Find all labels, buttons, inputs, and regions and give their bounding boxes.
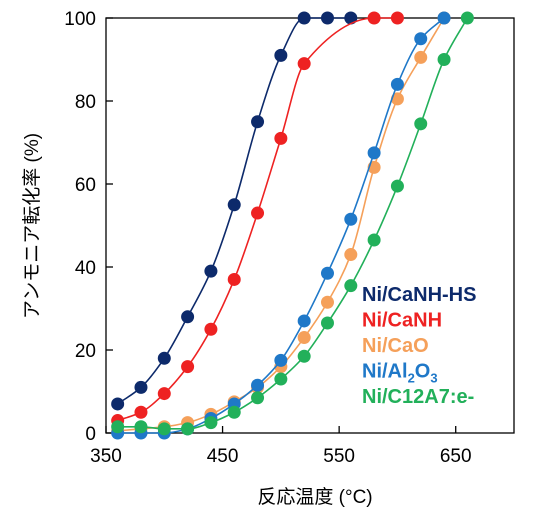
data-point — [274, 48, 288, 62]
data-point — [367, 146, 381, 160]
x-axis-title: 反応温度 (°C) — [257, 486, 372, 508]
data-point — [157, 351, 171, 365]
legend: Ni/CaNH-HS Ni/CaNH Ni/CaO Ni/Al2O3Ni/C12A7:… — [362, 284, 476, 408]
data-point — [437, 11, 451, 25]
series-group — [111, 11, 474, 440]
data-point — [390, 11, 404, 25]
data-point — [297, 314, 311, 328]
x-tick-label: 450 — [207, 446, 239, 467]
data-point — [437, 53, 451, 66]
y-axis-title: アンモニア転化率 (%) — [21, 133, 43, 319]
data-point — [274, 353, 288, 367]
data-point — [227, 198, 241, 212]
y-tick-label: 80 — [75, 92, 96, 113]
data-point — [390, 179, 404, 193]
legend-entry: Ni/CaNH — [362, 310, 442, 332]
data-point — [181, 310, 195, 324]
y-tick-label: 0 — [85, 424, 96, 445]
data-point — [204, 322, 218, 336]
data-point — [320, 11, 334, 25]
data-point — [111, 397, 125, 411]
data-point — [297, 11, 311, 25]
y-tick-label: 100 — [64, 9, 96, 30]
legend-subscript: 3 — [430, 371, 437, 386]
data-point — [320, 316, 334, 330]
y-tick-label: 60 — [75, 175, 96, 196]
data-point — [414, 117, 428, 131]
data-point — [134, 405, 148, 419]
legend-text-part: Ni/Al — [362, 361, 408, 383]
series-0 — [111, 11, 358, 411]
plot-frame — [105, 17, 515, 434]
data-point — [181, 422, 195, 436]
legend-text-part: Ni/C12A7:e- — [362, 386, 474, 408]
legend-entry: Ni/CaO — [362, 335, 429, 357]
data-point — [134, 380, 148, 394]
data-point — [297, 57, 311, 71]
data-point — [320, 266, 334, 280]
data-point — [157, 422, 171, 436]
data-point — [414, 50, 428, 64]
data-point — [227, 405, 241, 419]
data-point — [111, 420, 125, 434]
data-point — [367, 233, 381, 247]
data-point — [181, 360, 195, 374]
axes: 350 450 550 650 0 20 40 60 80 100 — [64, 9, 515, 467]
legend-text-part: Ni/CaNH-HS — [362, 284, 476, 306]
legend-text-part: Ni/CaO — [362, 335, 429, 357]
series-line — [117, 17, 469, 430]
data-point — [320, 295, 334, 309]
data-point — [251, 391, 265, 405]
data-point — [460, 11, 474, 25]
data-point — [274, 131, 288, 145]
data-point — [390, 92, 404, 106]
x-tick-label: 650 — [440, 446, 472, 467]
data-point — [204, 264, 218, 278]
legend-entry: Ni/Al2O3 — [362, 361, 438, 386]
legend-subscript: 2 — [408, 371, 415, 386]
data-point — [297, 331, 311, 345]
legend-entry: Ni/CaNH-HS — [362, 284, 476, 306]
data-point — [157, 387, 171, 401]
data-point — [344, 279, 358, 293]
data-point — [367, 11, 381, 25]
data-point — [227, 272, 241, 286]
data-point — [344, 248, 358, 262]
data-point — [251, 115, 265, 129]
y-tick-label: 20 — [75, 341, 96, 362]
legend-text-part: O — [415, 361, 431, 383]
data-point — [414, 32, 428, 46]
data-point — [134, 420, 148, 434]
series-1 — [111, 11, 404, 428]
x-tick-label: 350 — [90, 446, 122, 467]
series-4 — [111, 11, 474, 436]
legend-text-part: Ni/CaNH — [362, 310, 442, 332]
y-tick-label: 40 — [75, 258, 96, 279]
x-tick-label: 550 — [323, 446, 355, 467]
data-point — [344, 11, 358, 25]
data-point — [297, 349, 311, 363]
data-point — [204, 416, 218, 430]
legend-entry: Ni/C12A7:e- — [362, 386, 474, 408]
data-point — [251, 378, 265, 392]
data-point — [251, 206, 265, 220]
data-point — [344, 212, 358, 226]
data-point — [390, 77, 404, 91]
data-point — [274, 372, 288, 386]
